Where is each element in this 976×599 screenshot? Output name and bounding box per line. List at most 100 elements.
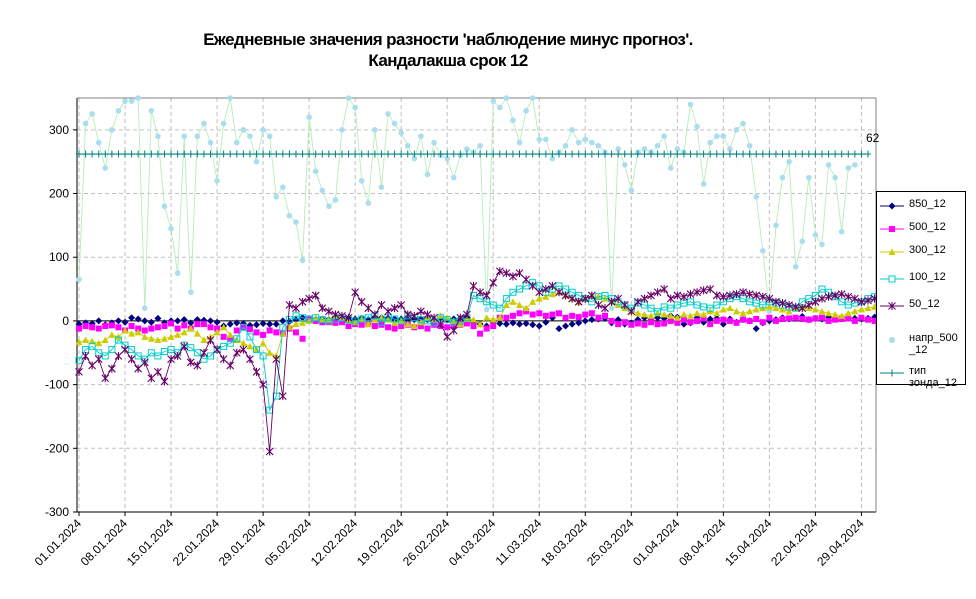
data-point-500-12 [424, 171, 431, 178]
data-point-12 [851, 150, 858, 158]
data-point-500-12 [128, 323, 135, 330]
data-point-500-12 [595, 142, 602, 149]
data-point-12 [825, 150, 832, 158]
data-point-100-12 [299, 314, 307, 322]
data-point-12 [89, 150, 96, 158]
data-point-500-12 [312, 168, 319, 175]
data-point-500-12 [483, 306, 490, 313]
data-point-500-12 [503, 95, 510, 101]
data-point-500-12 [674, 319, 681, 326]
y-tick-label: 300 [49, 123, 69, 137]
data-point-300-12 [686, 312, 694, 319]
data-point-12 [799, 150, 806, 158]
data-point-50-12 [436, 320, 445, 329]
sonde-type-value-label: 62 [866, 131, 880, 145]
data-point-50-12 [101, 374, 110, 383]
data-point-500-12 [391, 120, 398, 127]
data-point-300-12 [516, 301, 524, 308]
data-point-12 [615, 150, 622, 158]
data-point-300-12 [82, 336, 90, 344]
data-point-12 [786, 150, 793, 158]
data-point-100-12 [509, 288, 517, 296]
data-point-500-12 [174, 325, 181, 332]
data-point-300-12 [391, 319, 399, 326]
data-point-12 [812, 150, 819, 158]
data-point-850-12 [568, 320, 576, 328]
data-point-12 [733, 150, 740, 158]
data-point-500-12 [207, 139, 214, 146]
data-point-12 [549, 150, 556, 158]
data-point-500-12 [602, 312, 608, 319]
data-point-12 [680, 150, 687, 158]
data-point-100-12 [318, 316, 326, 324]
data-point-12 [371, 150, 378, 158]
data-point-12 [818, 150, 825, 158]
data-point-50-12 [791, 302, 800, 311]
data-point-500-12 [806, 174, 812, 181]
data-point-300-12 [75, 338, 83, 345]
data-point-300-12 [417, 318, 425, 326]
data-point-100-12 [305, 315, 313, 323]
data-point-500-12 [358, 178, 365, 184]
data-point-50-12 [364, 304, 373, 313]
data-point-100-12 [660, 303, 668, 311]
data-point-500-12 [812, 315, 819, 322]
data-point-500-12 [687, 319, 694, 326]
data-point-50-12 [482, 291, 491, 300]
data-point-300-12 [522, 304, 530, 312]
data-point-850-12 [502, 320, 510, 328]
data-point-500-12 [812, 232, 819, 238]
data-point-500-12 [529, 95, 536, 101]
data-point-500-12 [417, 323, 424, 330]
data-point-300-12 [108, 331, 116, 338]
data-point-500-12 [838, 316, 845, 323]
data-point-12 [753, 150, 760, 158]
data-point-12 [503, 150, 510, 158]
data-point-50-12 [804, 301, 813, 309]
data-point-500-12 [194, 133, 201, 140]
y-tick-label: -100 [45, 378, 69, 392]
legend-item: 850_12 [877, 196, 967, 226]
data-point-500-12 [852, 162, 858, 168]
data-point-850-12 [588, 316, 596, 324]
data-point-500-12 [549, 311, 556, 318]
data-point-500-12 [845, 315, 852, 322]
data-point-50-12 [311, 291, 320, 300]
data-point-12 [154, 150, 161, 158]
data-point-50-12 [680, 292, 688, 301]
data-point-12 [174, 150, 181, 158]
data-point-500-12 [746, 142, 753, 149]
data-point-12 [713, 150, 720, 158]
x-tick-label: 12.02.2024 [308, 516, 361, 569]
data-point-100-12 [516, 285, 524, 293]
x-tick-label: 04.03.2024 [446, 516, 499, 569]
legend-label: 50_12 [909, 298, 940, 310]
data-point-500-12 [424, 325, 431, 332]
data-point-500-12 [273, 329, 280, 336]
data-point-850-12 [233, 319, 241, 327]
data-point-100-12 [193, 349, 201, 357]
data-point-50-12 [94, 355, 103, 364]
data-point-300-12 [713, 309, 721, 317]
data-point-500-12 [615, 321, 622, 328]
data-point-500-12 [740, 316, 747, 323]
legend-marker [880, 302, 904, 310]
data-point-850-12 [542, 318, 550, 326]
data-point-12 [490, 150, 497, 158]
data-point-12 [542, 150, 549, 158]
data-point-100-12 [759, 301, 767, 309]
data-point-12 [312, 150, 319, 158]
data-point-12 [463, 150, 470, 158]
data-point-500-12 [483, 325, 490, 332]
data-point-500-12 [523, 107, 529, 114]
y-tick-label: 100 [49, 250, 69, 264]
data-point-500-12 [135, 95, 141, 101]
data-point-12 [654, 150, 661, 158]
data-point-100-12 [114, 336, 122, 344]
data-point-300-12 [825, 309, 833, 317]
chart-subtitle: Кандалакша срок 12 [368, 51, 528, 70]
data-point-300-12 [200, 336, 208, 344]
data-point-500-12 [76, 325, 82, 332]
data-point-500-12 [733, 127, 740, 133]
